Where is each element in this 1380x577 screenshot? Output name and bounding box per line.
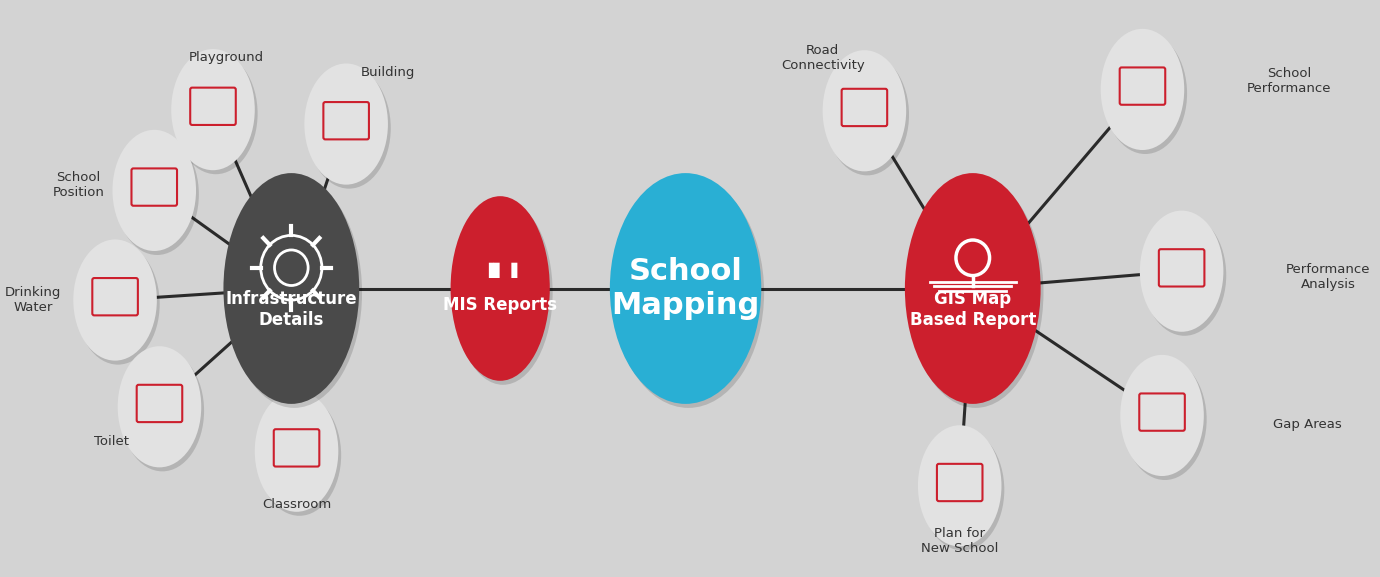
- Text: Plan for
New School: Plan for New School: [920, 527, 998, 555]
- Ellipse shape: [610, 173, 762, 404]
- Ellipse shape: [1143, 215, 1227, 336]
- Text: Drinking
Water: Drinking Water: [6, 286, 62, 314]
- Ellipse shape: [1140, 211, 1224, 332]
- Ellipse shape: [918, 425, 1002, 546]
- Ellipse shape: [1104, 33, 1187, 154]
- Ellipse shape: [116, 134, 199, 255]
- Ellipse shape: [1121, 355, 1203, 476]
- Text: Infrastructure
Details: Infrastructure Details: [225, 290, 357, 329]
- Ellipse shape: [308, 68, 391, 189]
- Ellipse shape: [120, 350, 204, 471]
- Ellipse shape: [908, 177, 1043, 408]
- Text: Gap Areas: Gap Areas: [1272, 418, 1341, 430]
- Ellipse shape: [822, 50, 907, 171]
- Text: Building: Building: [360, 66, 415, 78]
- Text: Road
Connectivity: Road Connectivity: [781, 44, 864, 72]
- Ellipse shape: [613, 177, 765, 408]
- Ellipse shape: [258, 395, 341, 516]
- Ellipse shape: [76, 243, 160, 365]
- Ellipse shape: [117, 346, 201, 467]
- Ellipse shape: [255, 391, 338, 512]
- Text: Classroom: Classroom: [262, 499, 331, 511]
- Text: School
Position: School Position: [52, 171, 105, 198]
- Ellipse shape: [1101, 29, 1184, 150]
- Text: Toilet: Toilet: [94, 435, 128, 448]
- Ellipse shape: [171, 49, 255, 170]
- Text: MIS Reports: MIS Reports: [443, 296, 558, 314]
- Text: GIS Map
Based Report: GIS Map Based Report: [909, 290, 1036, 329]
- Ellipse shape: [825, 54, 909, 175]
- Ellipse shape: [305, 63, 388, 185]
- Ellipse shape: [451, 196, 549, 381]
- Ellipse shape: [226, 177, 362, 408]
- Ellipse shape: [174, 53, 258, 174]
- Text: School
Mapping: School Mapping: [611, 257, 759, 320]
- Ellipse shape: [920, 429, 1005, 550]
- Ellipse shape: [1123, 359, 1206, 480]
- Ellipse shape: [73, 239, 157, 361]
- Text: Performance
Analysis: Performance Analysis: [1286, 263, 1370, 291]
- Text: Playground: Playground: [189, 51, 264, 64]
- Ellipse shape: [454, 200, 552, 385]
- Ellipse shape: [113, 130, 196, 251]
- Ellipse shape: [905, 173, 1041, 404]
- Text: ▐▌▐: ▐▌▐: [483, 263, 518, 278]
- Ellipse shape: [224, 173, 359, 404]
- Text: School
Performance: School Performance: [1248, 67, 1332, 95]
